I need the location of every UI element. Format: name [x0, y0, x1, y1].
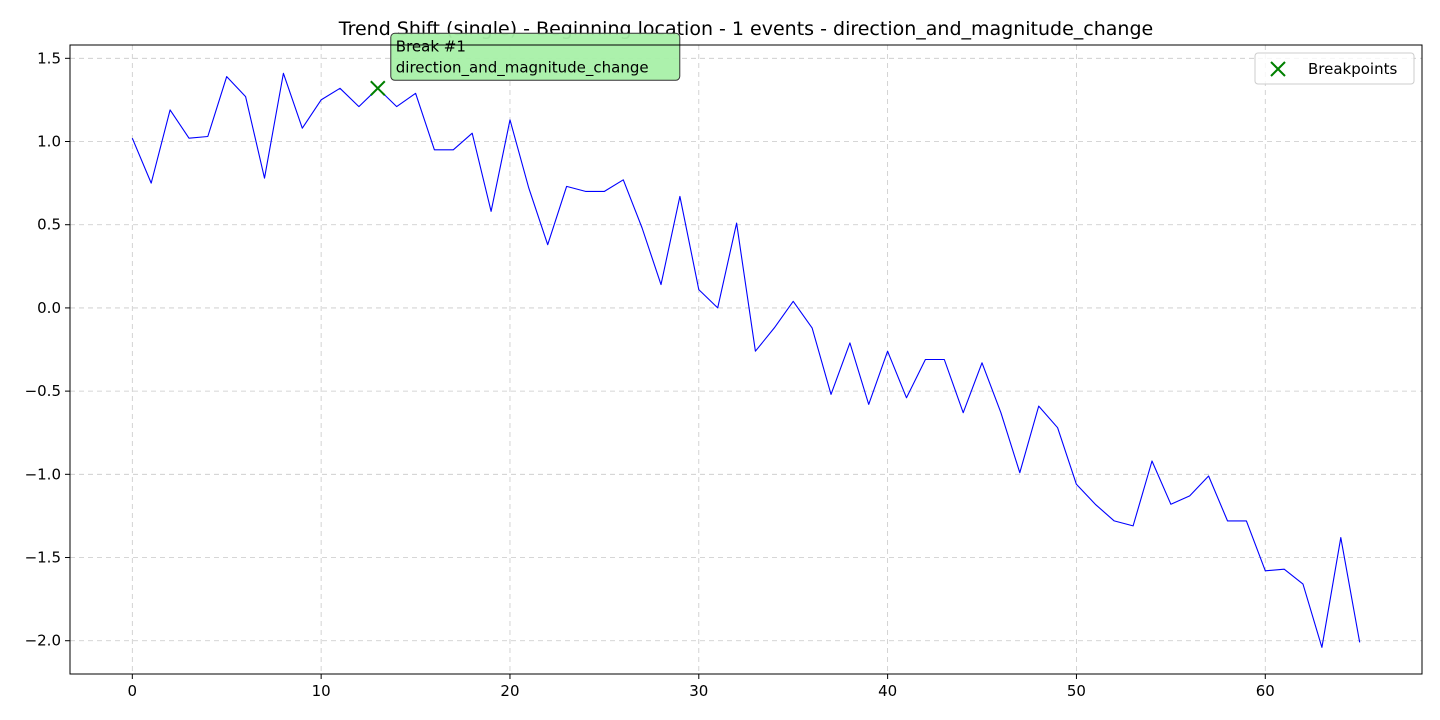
y-tick-label: −2.0: [25, 632, 61, 650]
grid-layer: [70, 45, 1422, 674]
x-tick-label: 10: [312, 682, 331, 700]
tick-layer: 0 10 20 30 40 50 60 −2.0 −1.5 −1.0 −0.5 0.0 0.5 1.0 1.…: [25, 49, 1275, 700]
y-tick-label: −0.5: [25, 382, 61, 400]
legend-label-breakpoints: Breakpoints: [1308, 60, 1397, 78]
x-tick-label: 0: [128, 682, 138, 700]
plot-frame: [69, 44, 1423, 675]
annotation-line-2: direction_and_magnitude_change: [396, 58, 649, 77]
y-tick-label: 1.0: [37, 133, 61, 151]
y-tick-label: 0.0: [37, 299, 61, 317]
y-tick-label: −1.5: [25, 549, 61, 567]
x-tick-label: 50: [1067, 682, 1086, 700]
legend-breakpoint-marker: [1270, 61, 1286, 77]
legend-marker-x: [1270, 61, 1286, 77]
y-tick-label: 1.5: [37, 49, 61, 67]
x-tick-label: 60: [1256, 682, 1275, 700]
marker-layer: [370, 80, 386, 96]
annotation-layer: Break #1 direction_and_magnitude_change: [390, 32, 681, 81]
series-layer: [131, 72, 1361, 648]
marker-stroke: [370, 80, 386, 96]
marker-stroke: [1270, 61, 1286, 77]
y-tick-label: −1.0: [25, 465, 61, 483]
x-tick-label: 30: [689, 682, 708, 700]
y-tick-label: 0.5: [37, 216, 61, 234]
x-tick-label: 20: [500, 682, 519, 700]
legend: Breakpoints: [1254, 52, 1415, 85]
annotation-line-1: Break #1: [396, 37, 466, 55]
breakpoint-marker: [370, 80, 386, 96]
series-line: [131, 72, 1361, 648]
legend-box: [1254, 52, 1415, 85]
x-tick-label: 40: [878, 682, 897, 700]
